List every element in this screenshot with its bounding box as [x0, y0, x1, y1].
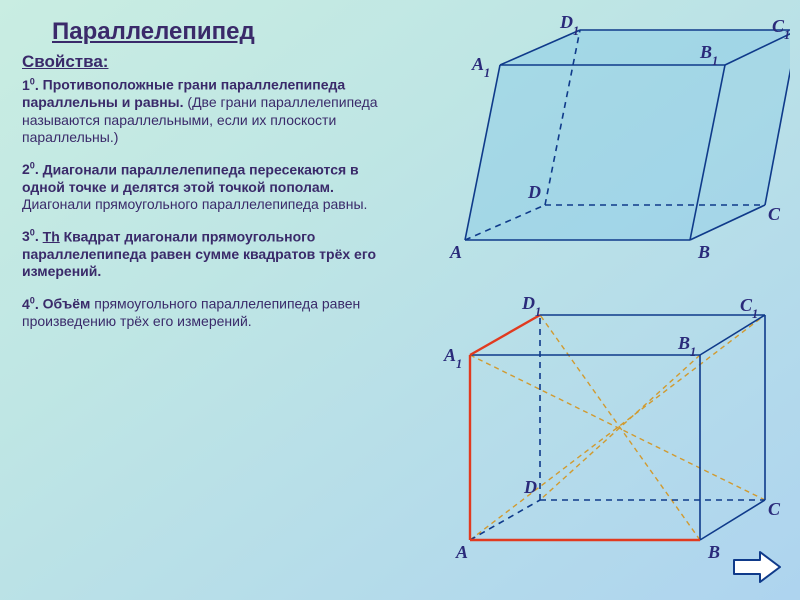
- svg-text:D1: D1: [521, 293, 541, 319]
- p1-num: 1: [22, 77, 30, 93]
- property-1: 10. Противоположные грани параллелепипед…: [22, 76, 378, 147]
- svg-text:B: B: [707, 542, 720, 562]
- p4-bold: Объём: [43, 296, 95, 312]
- svg-text:C: C: [768, 499, 781, 519]
- p1-sup: 0: [30, 76, 35, 86]
- next-arrow-button[interactable]: [730, 546, 784, 588]
- svg-text:A: A: [455, 542, 468, 562]
- text-panel: Параллелепипед Свойства: 10. Противополо…: [0, 0, 400, 363]
- svg-text:B: B: [697, 242, 710, 262]
- p3-sup: 0: [30, 228, 35, 238]
- p2-num: 2: [22, 161, 30, 177]
- p4-sup: 0: [30, 295, 35, 305]
- property-3: 30. Th Квадрат диагонали прямоугольного …: [22, 228, 378, 281]
- svg-text:A: A: [449, 242, 462, 262]
- p4-num: 4: [22, 296, 30, 312]
- p3-num: 3: [22, 228, 30, 244]
- p2-bold: Диагонали параллелепипеда пересекаются в…: [22, 161, 359, 195]
- page-title: Параллелепипед: [52, 18, 378, 46]
- section-subtitle: Свойства:: [22, 52, 378, 72]
- figure-area: ABCDA1B1C1D1 ABCDA1B1C1D1: [400, 0, 800, 600]
- p2-rest: Диагонали прямоугольного параллелепипеда…: [22, 196, 367, 212]
- p3-bold: Квадрат диагонали прямоугольного паралле…: [22, 228, 376, 279]
- figure-oblique-parallelepiped: ABCDA1B1C1D1: [410, 10, 790, 290]
- svg-text:A1: A1: [443, 345, 462, 371]
- property-2: 20. Диагонали параллелепипеда пересекают…: [22, 161, 378, 214]
- svg-text:D: D: [523, 477, 537, 497]
- svg-text:D: D: [527, 182, 541, 202]
- figure-rect-parallelepiped-diagonals: ABCDA1B1C1D1: [430, 285, 790, 575]
- p2-sup: 0: [30, 161, 35, 171]
- p3-th: Th: [43, 228, 60, 244]
- svg-text:A1: A1: [471, 54, 490, 80]
- arrow-right-icon: [730, 546, 784, 588]
- svg-text:C1: C1: [740, 295, 758, 321]
- property-4: 40. Объём прямоугольного параллелепипеда…: [22, 295, 378, 331]
- svg-text:C: C: [768, 204, 781, 224]
